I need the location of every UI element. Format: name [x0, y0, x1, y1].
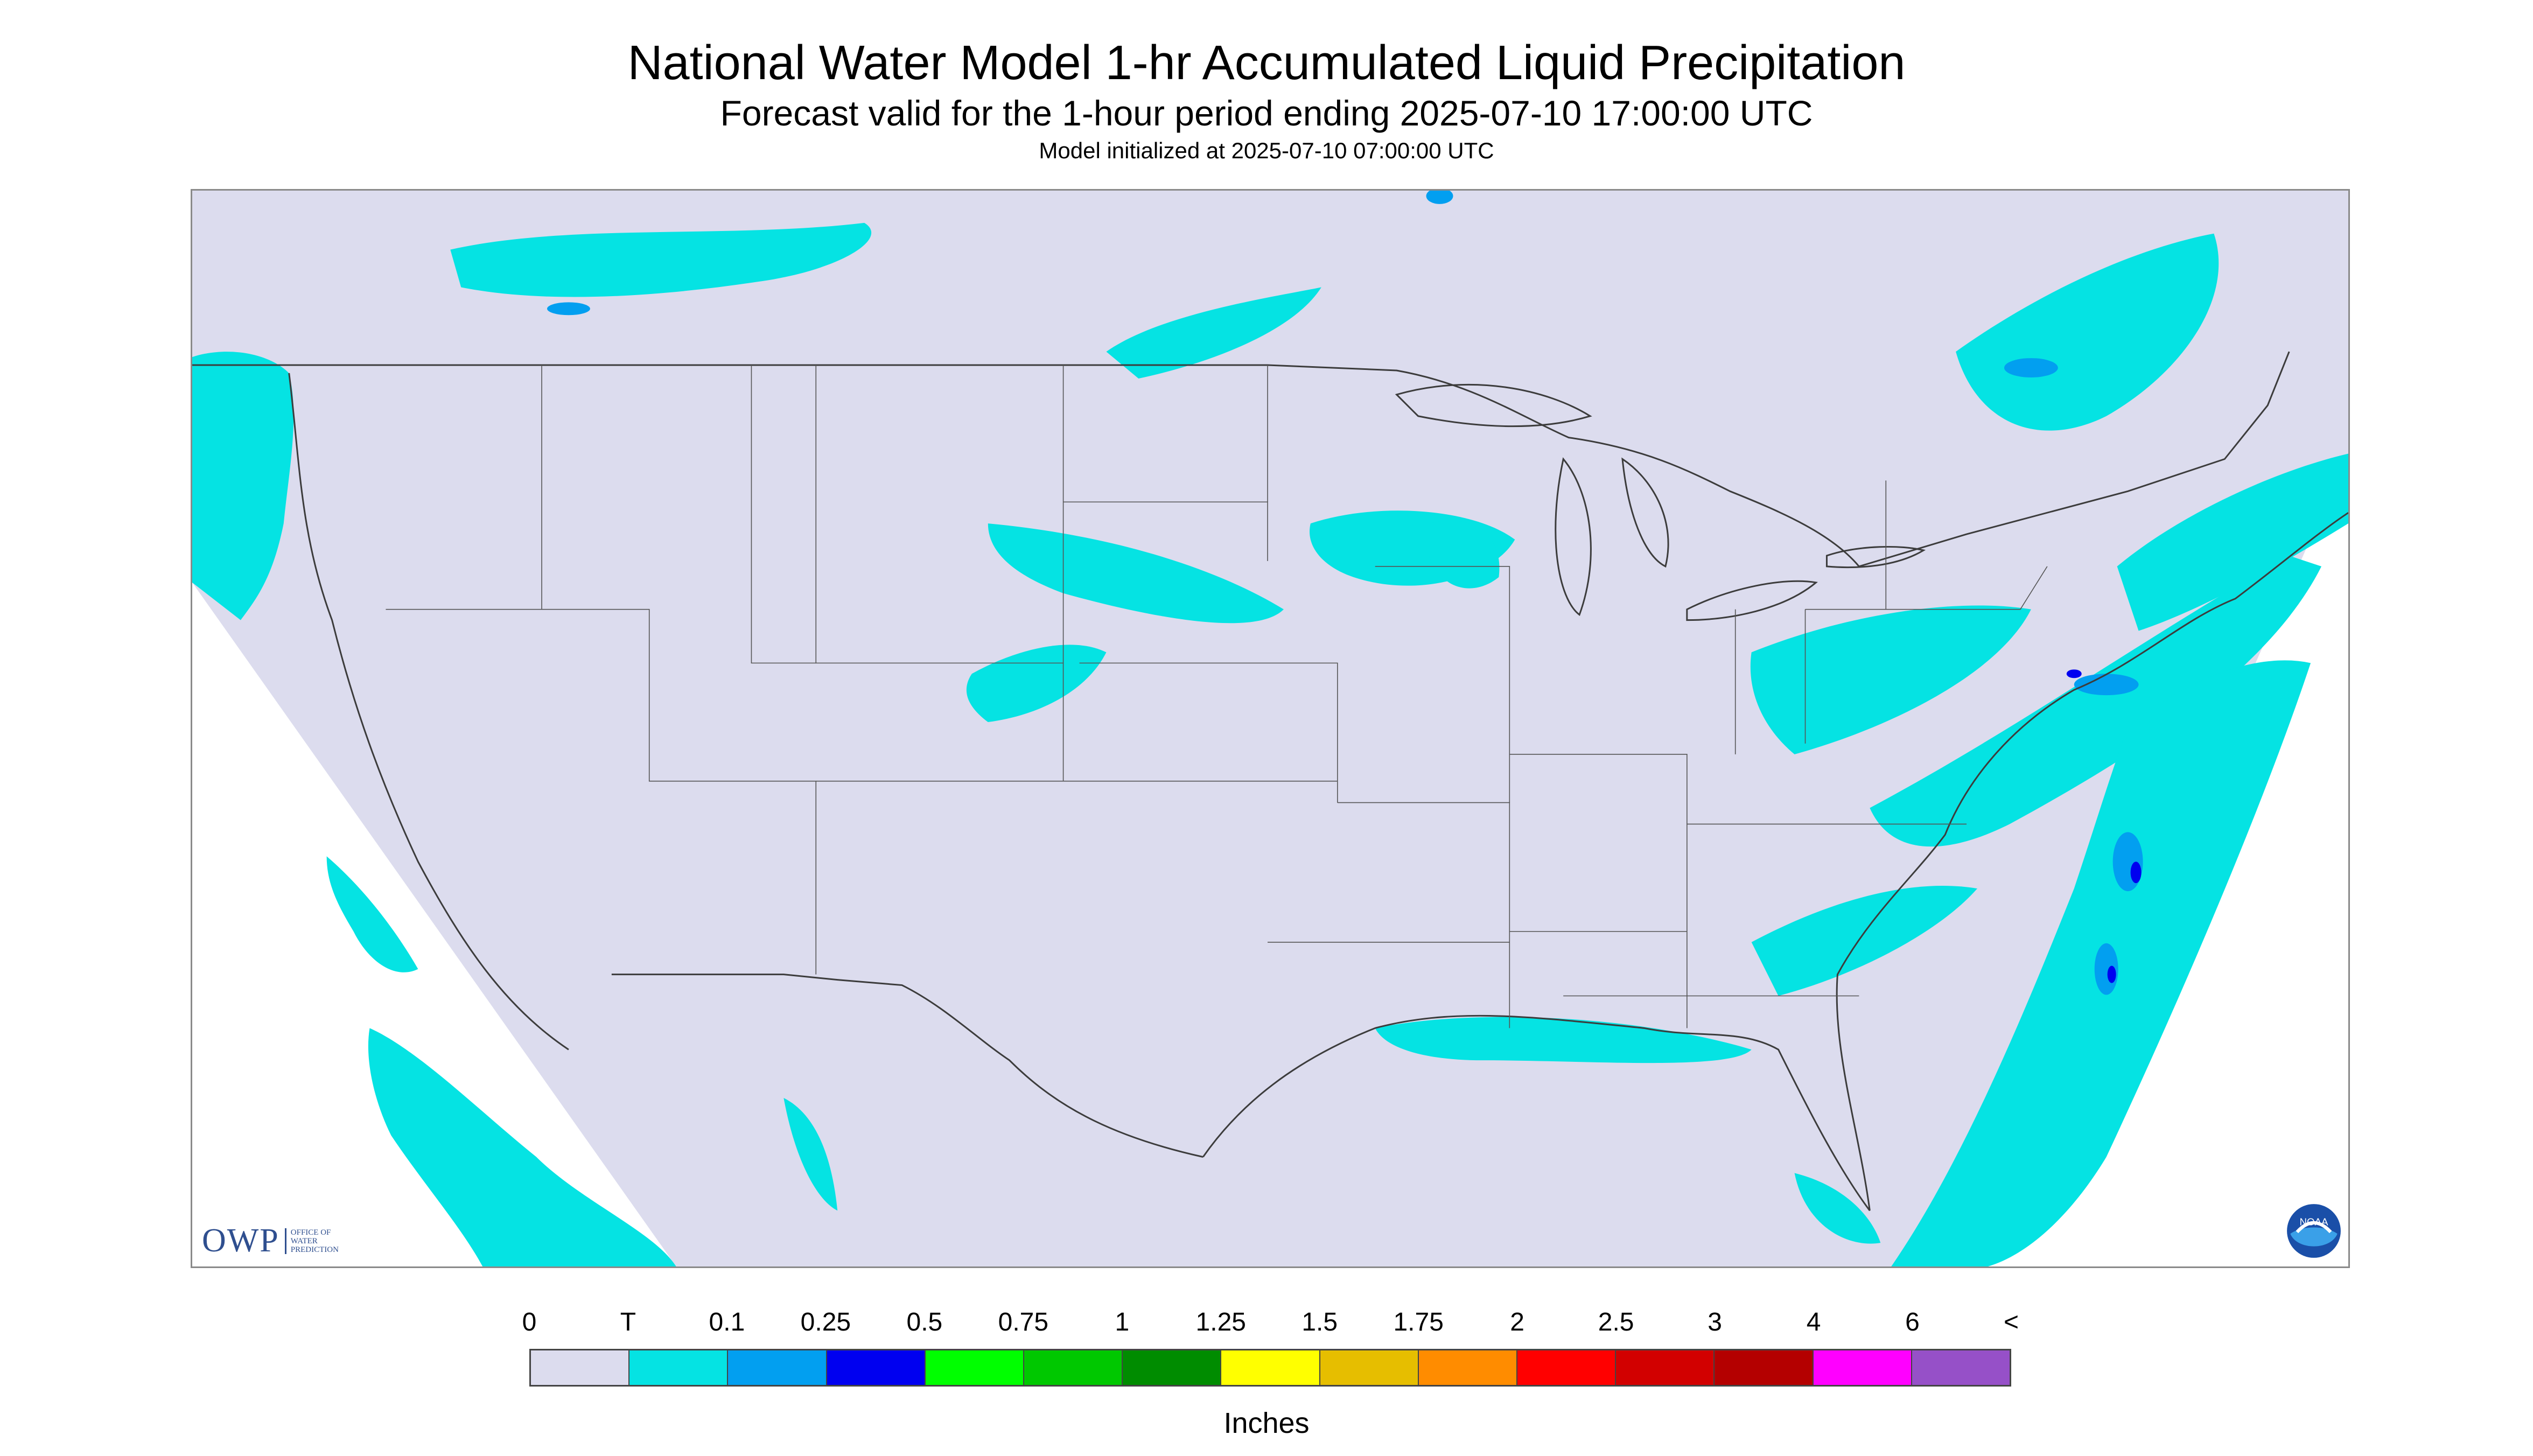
precip-ohio-valley — [1750, 605, 2031, 754]
legend-swatch-12 — [1715, 1350, 1814, 1385]
model-domain — [192, 191, 2348, 1266]
border-line-b — [542, 608, 817, 975]
border-line-l — [1509, 754, 1688, 1028]
precip-heavy-areas — [2066, 669, 2142, 983]
legend-tick-label: 2 — [1510, 1308, 1525, 1336]
precip-wisconsin — [1429, 521, 1500, 589]
map-canvas — [192, 191, 2348, 1266]
precip-nebraska-band — [988, 523, 1284, 624]
us-mexico-border — [611, 974, 1203, 1158]
precip-north-dakota — [1106, 287, 1321, 379]
lake-ontario — [1825, 545, 1926, 569]
legend-tick-label: 0.75 — [998, 1308, 1049, 1336]
legend-color-scale — [529, 1349, 2011, 1387]
lake-superior — [1395, 383, 1592, 428]
legend-swatch-3 — [827, 1350, 926, 1385]
precip-mexico-north — [783, 1097, 838, 1211]
precip-gulf-coast — [1375, 1017, 1752, 1063]
legend-swatch-5 — [1024, 1350, 1123, 1385]
noaa-logo-icon: NOAA — [2287, 1204, 2341, 1258]
precip-quebec-cluster — [1956, 233, 2219, 431]
legend-tick-label: 6 — [1905, 1308, 1920, 1336]
legend-units-label: Inches — [1223, 1407, 1310, 1439]
border-line-q — [1805, 566, 2048, 610]
legend-swatch-7 — [1221, 1350, 1320, 1385]
precip-pacific-northwest — [192, 352, 294, 620]
border-line-c — [751, 365, 816, 664]
state-borders — [386, 365, 2048, 1028]
precip-spot-hudson — [1426, 191, 1453, 204]
legend-tick-label: 1.25 — [1195, 1308, 1246, 1336]
precip-spot-montana — [547, 302, 590, 316]
legend-swatch-9 — [1418, 1350, 1518, 1385]
precip-new-england — [2117, 453, 2348, 631]
owp-logo-mark: OWP — [202, 1222, 279, 1259]
legend-tick-label: 2.5 — [1598, 1308, 1634, 1336]
precip-spot-heavy-a — [2130, 862, 2142, 884]
lake-michigan — [1555, 457, 1592, 617]
legend-swatch-6 — [1123, 1350, 1222, 1385]
model-init-text: Model initialized at 2025-07-10 07:00:00… — [1039, 138, 1494, 163]
precip-florida-keys — [1794, 1173, 1881, 1244]
precip-montana-band — [450, 222, 872, 297]
owp-logo-text: OFFICE OF WATER PREDICTION — [284, 1228, 339, 1254]
legend-swatch-13 — [1813, 1350, 1912, 1385]
legend-swatch-4 — [925, 1350, 1025, 1385]
pacific-coast — [288, 373, 569, 1051]
map-subtitle: Forecast valid for the 1-hour period end… — [720, 93, 1813, 133]
precip-spot-heavy-c — [2066, 669, 2082, 678]
legend-swatch-14 — [1912, 1350, 2010, 1385]
us-canada-border — [192, 351, 2290, 568]
legend-tick-label: 3 — [1708, 1308, 1722, 1336]
owp-logo: OWP OFFICE OF WATER PREDICTION — [202, 1222, 339, 1260]
precip-carolinas — [1751, 886, 1978, 996]
precipitation-map: OWP OFFICE OF WATER PREDICTION NOAA — [191, 189, 2350, 1268]
precip-northeast-band — [1870, 555, 2322, 847]
atlantic-coast — [1836, 512, 2348, 1211]
noaa-logo-text: NOAA — [2299, 1216, 2328, 1228]
legend-swatch-2 — [728, 1350, 827, 1385]
legend-swatch-8 — [1320, 1350, 1419, 1385]
legend-tick-label: 0.5 — [906, 1308, 943, 1336]
legend-tick-label: 0 — [522, 1308, 537, 1336]
owp-logo-line-1: OFFICE OF — [290, 1228, 331, 1237]
legend-tick-label: 0.25 — [800, 1308, 851, 1336]
legend-tick-label: 4 — [1806, 1308, 1821, 1336]
border-line-k — [1375, 566, 1510, 803]
lake-erie — [1686, 580, 1818, 621]
precip-baja-pacific — [368, 1028, 676, 1266]
owp-logo-line-2: WATER — [290, 1236, 318, 1245]
legend-tick-label: 1.75 — [1393, 1308, 1444, 1336]
legend-swatch-10 — [1517, 1350, 1617, 1385]
precip-light-areas — [192, 222, 2348, 1266]
map-title: National Water Model 1-hr Accumulated Li… — [627, 36, 1906, 90]
lake-huron — [1621, 457, 1669, 568]
precip-southern-california — [326, 856, 418, 972]
precip-spot-atlantic-a — [2112, 832, 2143, 892]
owp-logo-line-3: PREDICTION — [290, 1245, 339, 1254]
legend-tick-label: T — [620, 1308, 636, 1336]
border-line-d — [815, 365, 1064, 781]
legend-tick-label: < — [2003, 1308, 2019, 1336]
map-boundaries — [192, 351, 2348, 1212]
legend-swatch-1 — [629, 1350, 729, 1385]
gulf-coast — [1202, 1014, 1871, 1212]
precip-kansas-colorado — [966, 645, 1107, 723]
legend-tick-label: 1 — [1115, 1308, 1130, 1336]
legend-tick-label: 0.1 — [709, 1308, 745, 1336]
precip-spot-northeast — [2074, 674, 2139, 696]
legend-swatch-11 — [1616, 1350, 1715, 1385]
precip-spot-quebec — [2004, 358, 2058, 377]
border-line-g — [1079, 662, 1338, 803]
legend-swatch-0 — [531, 1350, 630, 1385]
legend-tick-label: 1.5 — [1302, 1308, 1338, 1336]
precip-spot-heavy-b — [2107, 965, 2116, 983]
